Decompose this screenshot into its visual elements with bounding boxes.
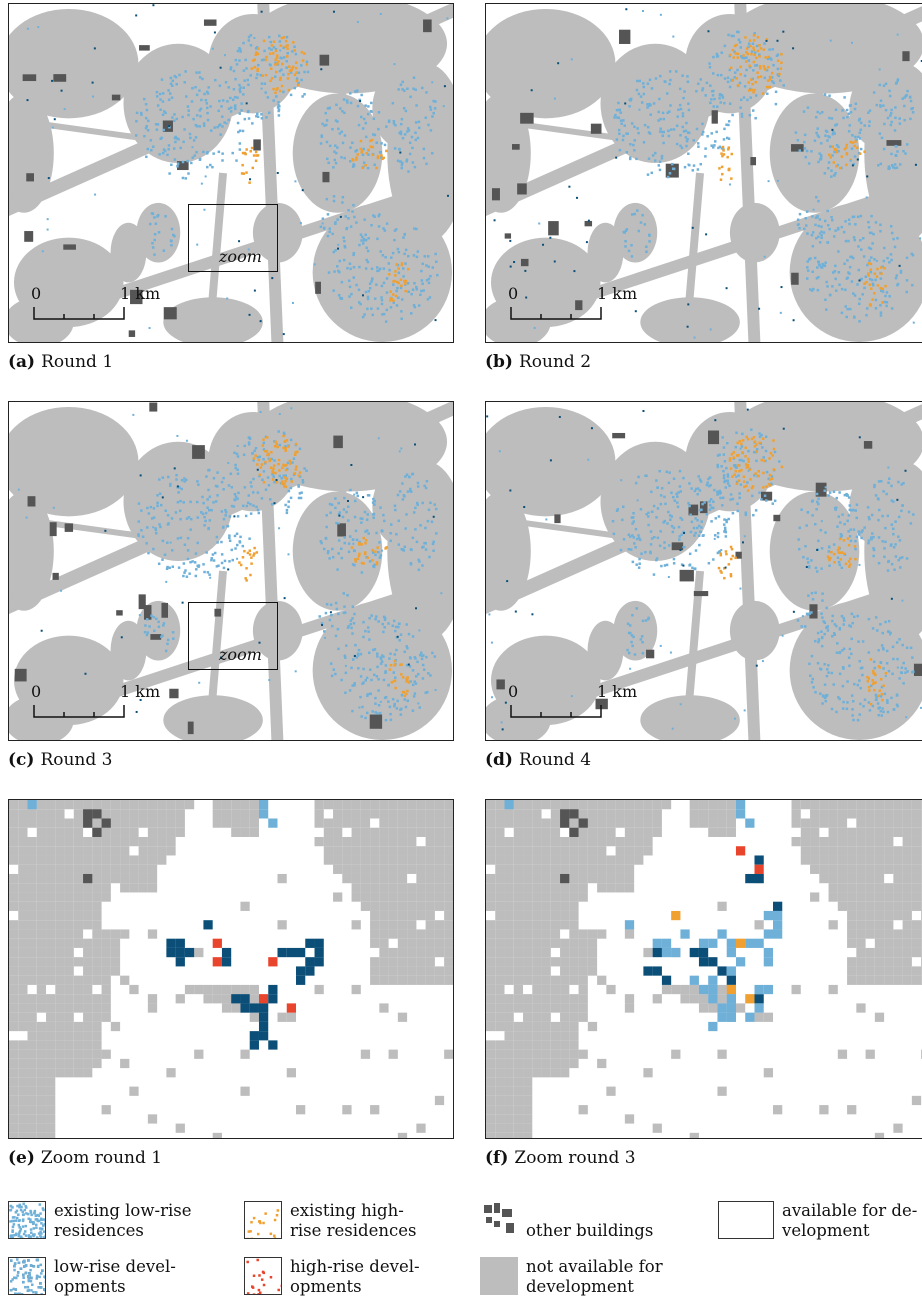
swatch-high-existing-icon	[244, 1201, 282, 1239]
legend-low-rise-developments: low-rise devel-opments	[8, 1257, 233, 1297]
scale-end: 1 km	[597, 284, 638, 303]
legend-other-buildings: other buildings	[480, 1201, 710, 1241]
caption-f: (f) Zoom round 3	[485, 1148, 636, 1168]
zoom-label: zoom	[219, 645, 262, 664]
caption-a: (a) Round 1	[8, 352, 114, 372]
map-round-2	[485, 3, 922, 343]
swatch-available-icon	[718, 1201, 774, 1239]
zoom-box	[188, 204, 278, 272]
caption-c: (c) Round 3	[8, 750, 113, 770]
zoom-svg	[486, 800, 922, 1138]
map-svg	[486, 4, 922, 342]
scale-start: 0	[31, 682, 42, 701]
legend: existing low-rise residences low-rise dev…	[0, 1095, 922, 1307]
zoom-round-1	[8, 799, 454, 1139]
swatch-other-icon	[480, 1201, 518, 1239]
zoom-box	[188, 602, 278, 670]
map-svg	[9, 402, 453, 740]
legend-available: available for de-velopment	[718, 1201, 922, 1241]
caption-e: (e) Zoom round 1	[8, 1148, 163, 1168]
swatch-high-dev-icon	[244, 1257, 282, 1295]
legend-high-rise-developments: high-rise devel-opments	[244, 1257, 464, 1297]
zoom-label: zoom	[219, 247, 262, 266]
map-round-3	[8, 401, 454, 741]
map-round-4	[485, 401, 922, 741]
scale-start: 0	[31, 284, 42, 303]
swatch-low-existing-icon	[8, 1201, 46, 1239]
map-svg	[486, 402, 922, 740]
swatch-not-available-icon	[480, 1257, 518, 1295]
scale-start: 0	[508, 682, 519, 701]
map-svg	[9, 4, 453, 342]
caption-b: (b) Round 2	[485, 352, 592, 372]
scale-start: 0	[508, 284, 519, 303]
scale-end: 1 km	[120, 682, 161, 701]
legend-existing-high-rise: existing high-rise residences	[244, 1201, 464, 1241]
zoom-svg	[9, 800, 453, 1138]
legend-not-available: not available for development	[480, 1257, 710, 1297]
map-round-1	[8, 3, 454, 343]
scale-end: 1 km	[120, 284, 161, 303]
caption-d: (d) Round 4	[485, 750, 592, 770]
legend-existing-low-rise: existing low-rise residences	[8, 1201, 233, 1241]
swatch-low-dev-icon	[8, 1257, 46, 1295]
zoom-round-3	[485, 799, 922, 1139]
scale-end: 1 km	[597, 682, 638, 701]
